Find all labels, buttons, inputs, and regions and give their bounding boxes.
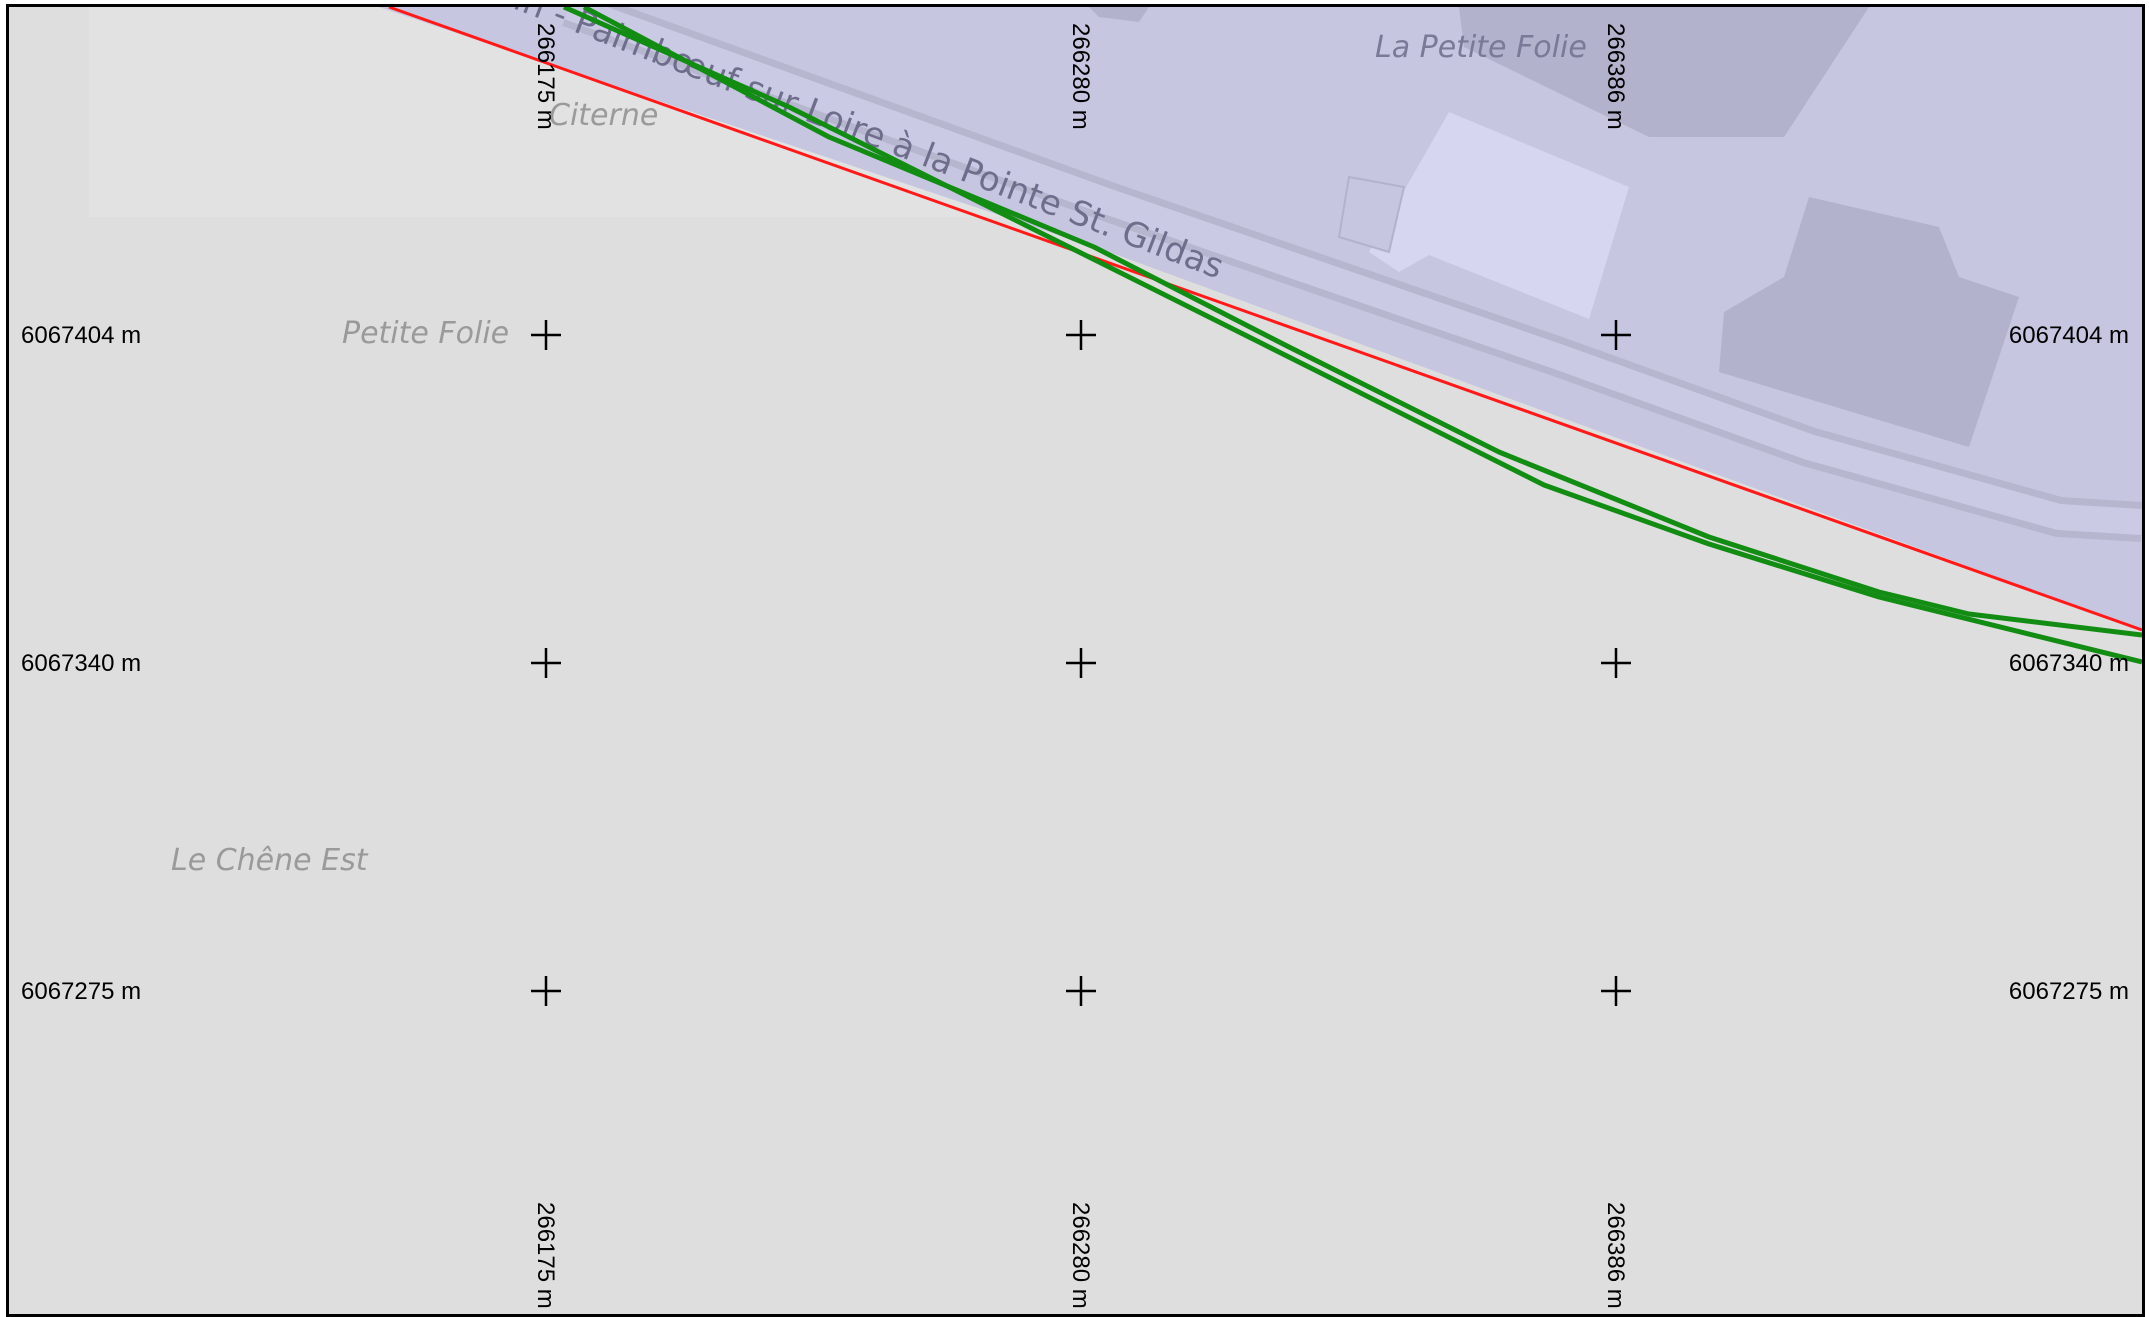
map-canvas[interactable]: Route de St-Brevin - Paimbœuf sur Loire … xyxy=(9,7,2142,1314)
northing-label-left: 6067340 m xyxy=(21,650,141,677)
easting-label-bottom: 266386 m xyxy=(1602,1202,1629,1309)
easting-label-top: 266175 m xyxy=(532,23,559,130)
northing-label-right: 6067275 m xyxy=(2009,978,2129,1005)
green-line-lower[interactable] xyxy=(562,7,2142,665)
plus-icon xyxy=(531,320,561,350)
plus-icon xyxy=(1066,648,1096,678)
building-dark-1 xyxy=(1459,7,1869,137)
northing-label-right: 6067404 m xyxy=(2009,322,2129,349)
plus-icon xyxy=(1066,320,1096,350)
plus-icon xyxy=(531,648,561,678)
place-label-la-petite-folie: La Petite Folie xyxy=(1375,30,1587,65)
northing-label-left: 6067275 m xyxy=(21,978,141,1005)
place-label-le-chene-est: Le Chêne Est xyxy=(171,843,369,878)
map-frame[interactable]: Route de St-Brevin - Paimbœuf sur Loire … xyxy=(6,4,2145,1317)
water-area xyxy=(379,7,2142,630)
northing-label-right: 6067340 m xyxy=(2009,650,2129,677)
easting-label-top: 266386 m xyxy=(1602,23,1629,130)
plus-icon xyxy=(531,976,561,1006)
easting-label-top: 266280 m xyxy=(1067,23,1094,130)
plus-icon xyxy=(1066,976,1096,1006)
place-label-citerne: Citerne xyxy=(549,98,658,133)
building-light-2 xyxy=(1337,175,1406,254)
red-boundary-line[interactable] xyxy=(388,7,2142,632)
plus-icon xyxy=(1601,648,1631,678)
road xyxy=(564,7,2142,535)
easting-label-bottom: 266175 m xyxy=(532,1202,559,1309)
building-light-1 xyxy=(1369,112,1629,319)
place-label-petite-folie: Petite Folie xyxy=(342,316,509,351)
plus-icon xyxy=(1601,320,1631,350)
easting-label-bottom: 266280 m xyxy=(1067,1202,1094,1309)
building-dark-2 xyxy=(1719,197,2019,447)
plus-icon xyxy=(1601,976,1631,1006)
grid-crosses xyxy=(531,320,1631,1006)
northing-label-left: 6067404 m xyxy=(21,322,141,349)
building-dark-3 xyxy=(1089,7,1149,22)
